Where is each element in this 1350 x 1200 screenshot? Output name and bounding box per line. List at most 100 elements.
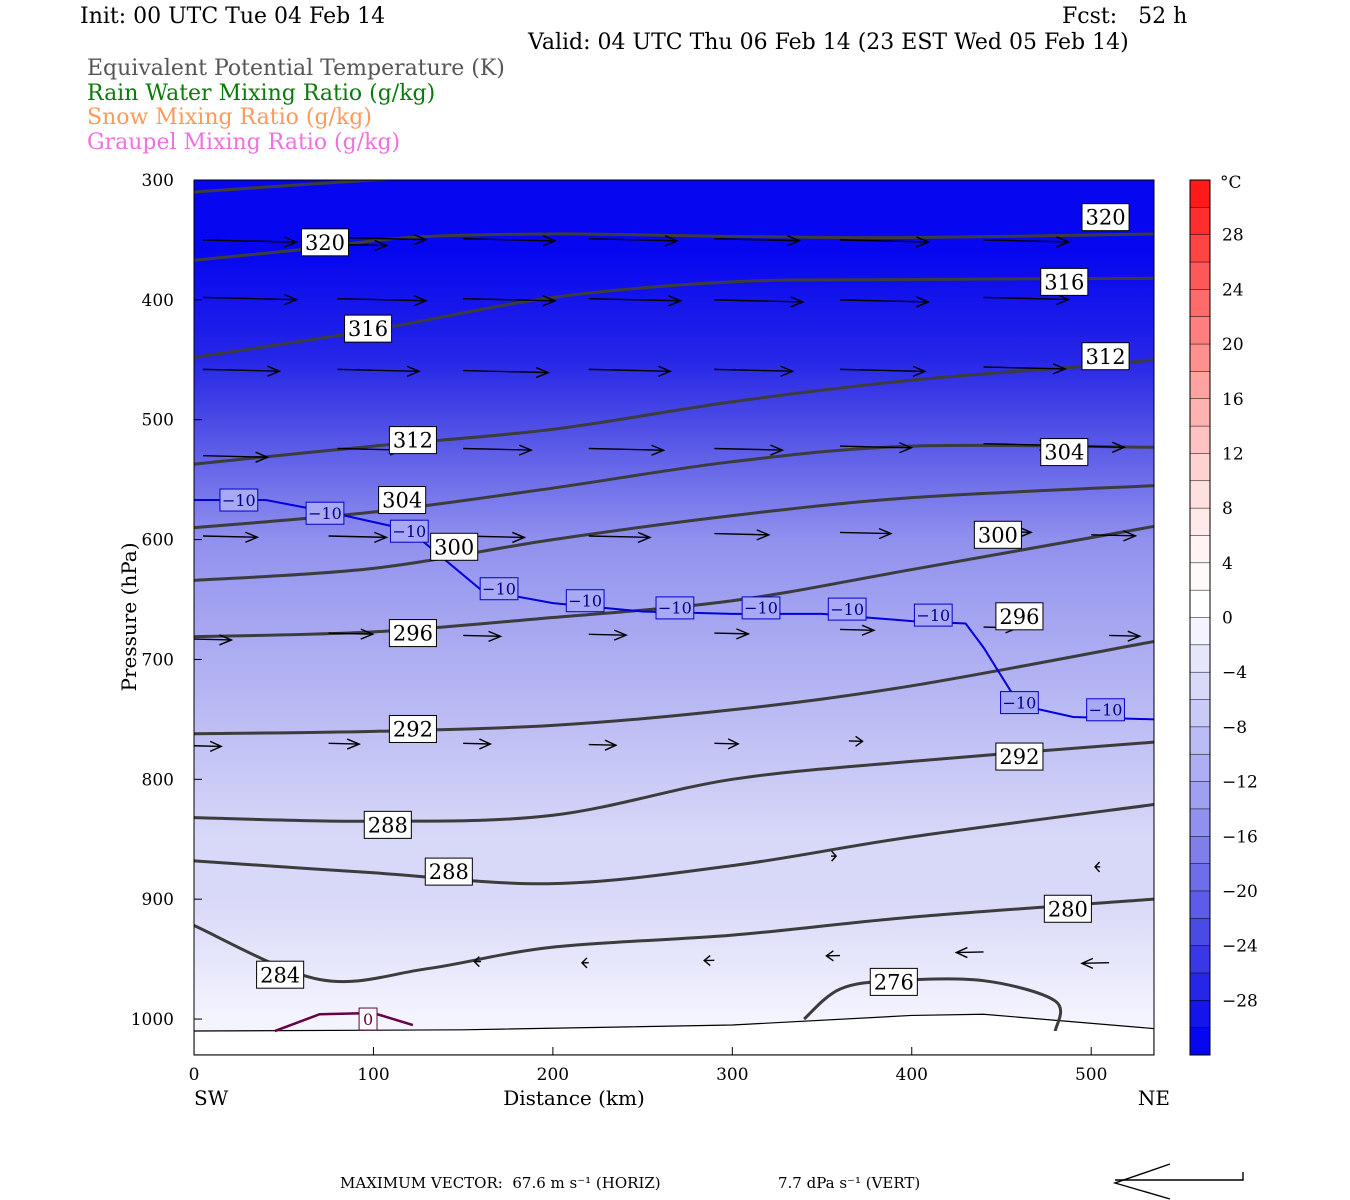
wind-vector [202, 531, 260, 543]
colorbar-swatch [1190, 207, 1210, 236]
theta-e-label-288-1-text: 288 [429, 860, 469, 884]
theta-e-label-320-1-text: 320 [1086, 206, 1126, 230]
wind-vector [588, 531, 652, 544]
colorbar-swatch [1190, 562, 1210, 591]
theta-e-label-304-1: 304 [1040, 438, 1089, 467]
colorbar-tick-label: 28 [1222, 226, 1244, 246]
isotherm-label-2: −10 [389, 519, 429, 543]
wind-vector [588, 235, 679, 247]
max-vector-arrow [1112, 1163, 1244, 1200]
colorbar-frame [1189, 179, 1211, 1056]
theta-e-label-312-1: 312 [1081, 342, 1130, 371]
variable-legend-snow: Snow Mixing Ratio (g/kg) [87, 105, 372, 130]
isotherm-label-7: −10 [827, 597, 867, 621]
variable-legend-graupel: Graupel Mixing Ratio (g/kg) [87, 130, 401, 155]
wind-vector [983, 363, 1067, 375]
variable-legend-rain: Rain Water Mixing Ratio (g/kg) [87, 81, 436, 106]
temperature-colorbar: °C 28 24 20 16 12 8 4 0 −4 −8 −12 −16 −20 −24 −28 [1189, 173, 1258, 1056]
theta-e-label-304-0-text: 304 [382, 489, 422, 513]
colorbar-swatch [1190, 590, 1210, 618]
isotherm-label-8-text: −10 [916, 606, 950, 625]
valid-time: Valid: 04 UTC Thu 06 Feb 14 (23 EST Wed … [528, 30, 1129, 55]
wind-vector [463, 738, 493, 750]
colorbar-tick-label: −12 [1222, 773, 1258, 793]
x-endpoint-left: SW [194, 1086, 229, 1110]
wind-vector [714, 529, 771, 541]
x-tick-label: 400 [896, 1065, 928, 1085]
colorbar-unit: °C [1220, 173, 1242, 193]
theta-e-label-288-1: 288 [424, 857, 473, 886]
theta-e-contour-296 [194, 524, 1154, 639]
isotherm-zero [274, 1011, 414, 1033]
isotherm-label-1: −10 [305, 501, 345, 525]
colorbar-swatch [1190, 945, 1210, 974]
theta-e-label-292-1: 292 [995, 742, 1044, 771]
isotherm-label-6: −10 [741, 596, 781, 620]
x-tick-label: 0 [189, 1065, 200, 1085]
theta-e-label-296-1-text: 296 [999, 605, 1039, 629]
theta-e-label-280-0-text: 280 [1048, 897, 1088, 921]
init-time: Init: 00 UTC Tue 04 Feb 14 [80, 4, 386, 29]
theta-e-label-288-0: 288 [363, 810, 412, 839]
colorbar-swatch [1190, 480, 1210, 509]
wind-vector [580, 957, 589, 969]
theta-e-label-288-0-text: 288 [368, 813, 408, 837]
isotherm-label-6-text: −10 [744, 599, 778, 618]
isotherms [194, 499, 1154, 1033]
colorbar-swatch [1190, 1000, 1210, 1029]
colorbar-swatch [1190, 836, 1210, 865]
wind-vector [588, 444, 666, 456]
x-tick-label: 100 [357, 1065, 389, 1085]
isotherm-minus10 [194, 499, 1154, 721]
x-endpoint-right: NE [1138, 1086, 1170, 1110]
colorbar-tick-label: 12 [1222, 444, 1244, 464]
colorbar-tick-label: 20 [1222, 335, 1244, 355]
theta-e-contour-300 [194, 484, 1154, 582]
colorbar-swatch [1190, 781, 1210, 810]
wind-vector [839, 365, 927, 378]
x-tick-label: 200 [537, 1065, 569, 1085]
wind-vector [202, 294, 299, 306]
colorbar-swatch [1190, 371, 1210, 400]
isotherm-label-4: −10 [565, 589, 605, 613]
wind-vector [463, 444, 533, 456]
max-vector-label: MAXIMUM VECTOR: 67.6 m s⁻¹ (HORIZ) [340, 1174, 661, 1192]
theta-e-label-280-0: 280 [1043, 894, 1092, 923]
theta-e-contour-288 [194, 740, 1154, 823]
colorbar-tick-label: −28 [1222, 991, 1258, 1011]
theta-e-label-312-0-text: 312 [393, 429, 433, 453]
theta-e-label-296-0: 296 [388, 619, 437, 648]
wind-vector [588, 295, 683, 307]
colorbar-swatch [1190, 398, 1210, 427]
theta-e-label-304-0: 304 [378, 486, 427, 515]
theta-e-label-316-1: 316 [1040, 267, 1089, 296]
wind-vector [714, 365, 795, 377]
wind-vector [839, 236, 931, 248]
theta-e-label-320-0-text: 320 [305, 231, 345, 255]
max-vector-line [1115, 1172, 1244, 1181]
theta-e-label-276-0: 276 [869, 967, 918, 996]
theta-e-label-284-0-text: 284 [260, 963, 300, 987]
wind-vector [202, 236, 299, 248]
axes: 0 100 200 300 400 500 300 400 500 600 700 800 900 100… [117, 171, 1170, 1110]
colorbar-swatch [1190, 672, 1210, 701]
wind-vector [1080, 957, 1110, 969]
isotherm-label-5-text: −10 [658, 599, 692, 618]
theta-e-contour-320 [194, 180, 399, 194]
colorbar-tick-label: −4 [1222, 663, 1247, 683]
theta-e-label-292-0: 292 [388, 714, 437, 743]
isotherm-label-8: −10 [913, 603, 953, 627]
theta-e-label-300-0-text: 300 [434, 535, 474, 559]
colorbar-swatch [1190, 1027, 1210, 1056]
theta-e-label-284-0: 284 [256, 960, 305, 989]
colorbar-swatch [1190, 863, 1210, 892]
y-axis-label: Pressure (hPa) [117, 543, 141, 692]
wind-vector [463, 235, 557, 247]
colorbar-tick-label: 8 [1222, 499, 1233, 519]
wind-vector [1094, 861, 1101, 873]
wind-vector [202, 451, 270, 463]
colorbar-swatch [1190, 508, 1210, 536]
wind-vector [714, 628, 751, 640]
colorbar-swatch [1190, 972, 1210, 1001]
